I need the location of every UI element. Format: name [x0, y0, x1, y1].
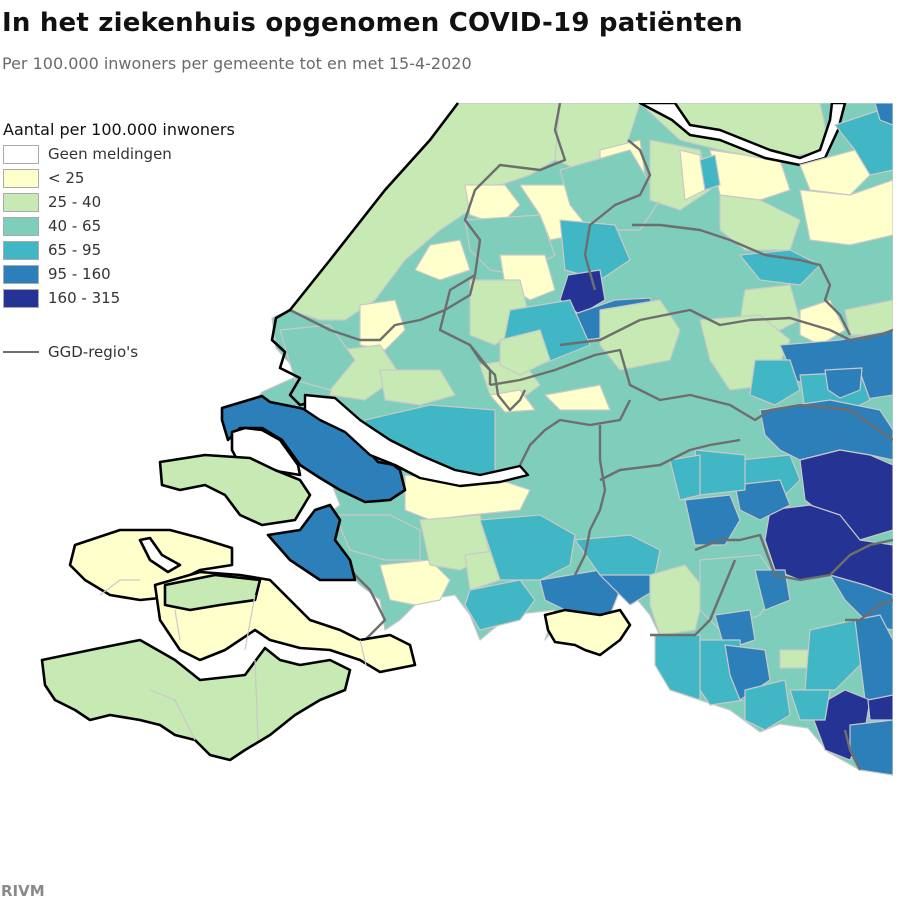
- page-subtitle: Per 100.000 inwoners per gemeente tot en…: [2, 54, 472, 73]
- legend-item-95-160: 95 - 160: [3, 262, 235, 286]
- legend-swatch: [3, 144, 39, 164]
- ggd-line-sample: [3, 351, 39, 353]
- legend-label: < 25: [48, 169, 85, 187]
- legend-label: 25 - 40: [48, 193, 102, 211]
- legend-swatch: [3, 168, 39, 188]
- legend-item-25-40: 25 - 40: [3, 190, 235, 214]
- legend-label: GGD-regio's: [48, 343, 139, 361]
- legend-swatch: [3, 240, 39, 260]
- legend-label: Geen meldingen: [48, 145, 172, 163]
- legend-label: 160 - 315: [48, 289, 121, 307]
- legend: Aantal per 100.000 inwoners Geen melding…: [3, 120, 235, 361]
- legend-item-lt-25: < 25: [3, 166, 235, 190]
- source-credit: RIVM: [1, 882, 45, 900]
- legend-item-40-65: 40 - 65: [3, 214, 235, 238]
- legend-item-65-95: 65 - 95: [3, 238, 235, 262]
- legend-swatch: [3, 216, 39, 236]
- legend-label: 65 - 95: [48, 241, 102, 259]
- page-title: In het ziekenhuis opgenomen COVID-19 pat…: [2, 8, 743, 38]
- legend-swatch: [3, 264, 39, 284]
- legend-item-ggd-regions: GGD-regio's: [3, 343, 235, 361]
- legend-title: Aantal per 100.000 inwoners: [3, 120, 235, 139]
- legend-label: 95 - 160: [48, 265, 111, 283]
- legend-swatch: [3, 192, 39, 212]
- legend-label: 40 - 65: [48, 217, 102, 235]
- legend-swatch: [3, 288, 39, 308]
- legend-item-160-315: 160 - 315: [3, 286, 235, 310]
- legend-item-geen-meldingen: Geen meldingen: [3, 142, 235, 166]
